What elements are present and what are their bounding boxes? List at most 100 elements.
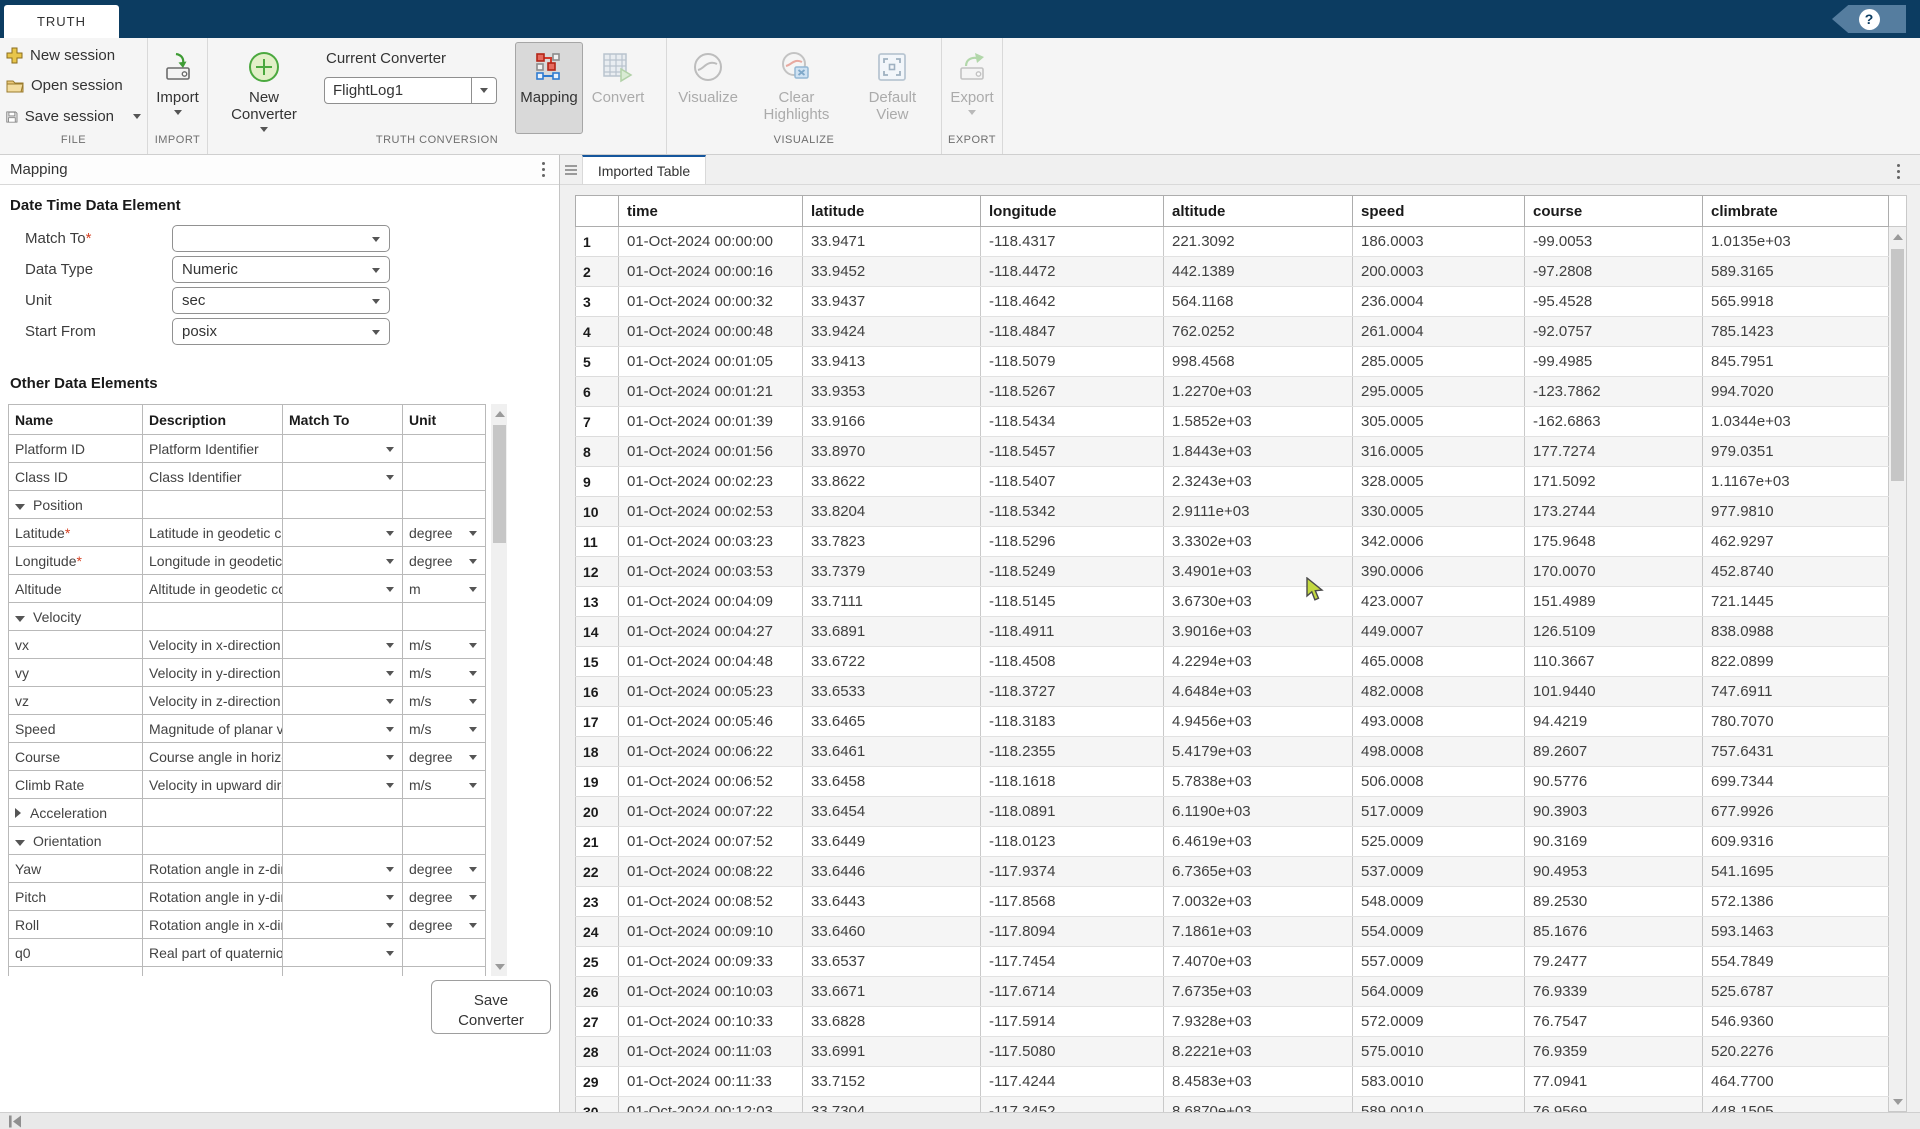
cell-altitude[interactable]: 6.7365e+03 xyxy=(1164,857,1353,887)
cell-time[interactable]: 01-Oct-2024 00:09:33 xyxy=(619,947,803,977)
cell-longitude[interactable]: -118.4642 xyxy=(981,287,1164,317)
unit-select[interactable]: sec xyxy=(172,287,390,314)
cell-altitude[interactable]: 442.1389 xyxy=(1164,257,1353,287)
expand-group-icon[interactable] xyxy=(15,808,21,818)
cell-latitude[interactable]: 33.6465 xyxy=(803,707,981,737)
cell-altitude[interactable]: 7.6735e+03 xyxy=(1164,977,1353,1007)
cell-speed[interactable]: 493.0008 xyxy=(1353,707,1525,737)
cell-latitude[interactable]: 33.9413 xyxy=(803,347,981,377)
cell-longitude[interactable]: -118.1618 xyxy=(981,767,1164,797)
cell-longitude[interactable]: -117.3452 xyxy=(981,1097,1164,1113)
match-to-cell-combo[interactable] xyxy=(283,743,403,771)
cell-latitude[interactable]: 33.6722 xyxy=(803,647,981,677)
tabbar-handle-icon[interactable] xyxy=(560,155,582,184)
cell-latitude[interactable]: 33.6671 xyxy=(803,977,981,1007)
cell-time[interactable]: 01-Oct-2024 00:01:05 xyxy=(619,347,803,377)
cell-latitude[interactable]: 33.6537 xyxy=(803,947,981,977)
cell-speed[interactable]: 575.0010 xyxy=(1353,1037,1525,1067)
cell-speed[interactable]: 554.0009 xyxy=(1353,917,1525,947)
cell-speed[interactable]: 465.0008 xyxy=(1353,647,1525,677)
export-dropdown-icon[interactable] xyxy=(968,110,976,115)
cell-time[interactable]: 01-Oct-2024 00:05:23 xyxy=(619,677,803,707)
cell-time[interactable]: 01-Oct-2024 00:10:03 xyxy=(619,977,803,1007)
cell-altitude[interactable]: 5.4179e+03 xyxy=(1164,737,1353,767)
clear-highlights-button[interactable]: Clear Highlights xyxy=(747,42,846,134)
collapse-group-icon[interactable] xyxy=(15,616,25,622)
cell-latitude[interactable]: 33.6458 xyxy=(803,767,981,797)
cell-course[interactable]: 170.0070 xyxy=(1525,557,1703,587)
cell-speed[interactable]: 449.0007 xyxy=(1353,617,1525,647)
cell-altitude[interactable]: 8.4583e+03 xyxy=(1164,1067,1353,1097)
cell-speed[interactable]: 498.0008 xyxy=(1353,737,1525,767)
cell-speed[interactable]: 186.0003 xyxy=(1353,227,1525,257)
import-dropdown-icon[interactable] xyxy=(174,110,182,115)
new-converter-button[interactable]: New Converter xyxy=(214,42,314,134)
scroll-up-icon[interactable] xyxy=(491,404,507,423)
cell-climbrate[interactable]: 1.1167e+03 xyxy=(1703,467,1889,497)
cell-climbrate[interactable]: 845.7951 xyxy=(1703,347,1889,377)
cell-speed[interactable]: 572.0009 xyxy=(1353,1007,1525,1037)
cell-course[interactable]: 77.0941 xyxy=(1525,1067,1703,1097)
cell-course[interactable]: 175.9648 xyxy=(1525,527,1703,557)
cell-latitude[interactable]: 33.9437 xyxy=(803,287,981,317)
cell-latitude[interactable]: 33.6446 xyxy=(803,857,981,887)
cell-course[interactable]: 94.4219 xyxy=(1525,707,1703,737)
cell-course[interactable]: 76.9569 xyxy=(1525,1097,1703,1113)
cell-climbrate[interactable]: 721.1445 xyxy=(1703,587,1889,617)
cell-altitude[interactable]: 5.7838e+03 xyxy=(1164,767,1353,797)
cell-course[interactable]: 90.3903 xyxy=(1525,797,1703,827)
cell-time[interactable]: 01-Oct-2024 00:02:23 xyxy=(619,467,803,497)
cell-latitude[interactable]: 33.6443 xyxy=(803,887,981,917)
cell-altitude[interactable]: 6.1190e+03 xyxy=(1164,797,1353,827)
cell-speed[interactable]: 537.0009 xyxy=(1353,857,1525,887)
cell-time[interactable]: 01-Oct-2024 00:10:33 xyxy=(619,1007,803,1037)
collapse-panel-icon[interactable] xyxy=(8,1115,22,1128)
match-to-cell-combo[interactable] xyxy=(283,659,403,687)
cell-course[interactable]: 76.9339 xyxy=(1525,977,1703,1007)
cell-latitude[interactable]: 33.9166 xyxy=(803,407,981,437)
cell-longitude[interactable]: -118.4472 xyxy=(981,257,1164,287)
cell-course[interactable]: 90.5776 xyxy=(1525,767,1703,797)
cell-longitude[interactable]: -117.9374 xyxy=(981,857,1164,887)
column-header-longitude[interactable]: longitude xyxy=(981,196,1164,227)
cell-longitude[interactable]: -118.3183 xyxy=(981,707,1164,737)
cell-course[interactable]: 177.7274 xyxy=(1525,437,1703,467)
scroll-down-icon[interactable] xyxy=(491,957,507,976)
cell-latitude[interactable]: 33.6828 xyxy=(803,1007,981,1037)
new-session-button[interactable]: New session xyxy=(0,44,147,67)
cell-latitude[interactable]: 33.6461 xyxy=(803,737,981,767)
save-session-button[interactable]: Save session xyxy=(0,105,147,128)
cell-course[interactable]: 90.3169 xyxy=(1525,827,1703,857)
column-header-speed[interactable]: speed xyxy=(1353,196,1525,227)
mapping-table-scrollbar[interactable] xyxy=(491,404,507,976)
cell-speed[interactable]: 583.0010 xyxy=(1353,1067,1525,1097)
cell-longitude[interactable]: -118.4508 xyxy=(981,647,1164,677)
cell-longitude[interactable]: -118.4911 xyxy=(981,617,1164,647)
cell-climbrate[interactable]: 464.7700 xyxy=(1703,1067,1889,1097)
cell-longitude[interactable]: -118.5267 xyxy=(981,377,1164,407)
cell-climbrate[interactable]: 699.7344 xyxy=(1703,767,1889,797)
cell-speed[interactable]: 305.0005 xyxy=(1353,407,1525,437)
cell-climbrate[interactable]: 448.1505 xyxy=(1703,1097,1889,1113)
cell-climbrate[interactable]: 1.0344e+03 xyxy=(1703,407,1889,437)
cell-longitude[interactable]: -118.5407 xyxy=(981,467,1164,497)
cell-time[interactable]: 01-Oct-2024 00:01:21 xyxy=(619,377,803,407)
cell-time[interactable]: 01-Oct-2024 00:08:52 xyxy=(619,887,803,917)
cell-time[interactable]: 01-Oct-2024 00:04:27 xyxy=(619,617,803,647)
cell-longitude[interactable]: -118.3727 xyxy=(981,677,1164,707)
mapping-scrollbar-thumb[interactable] xyxy=(493,425,506,543)
cell-climbrate[interactable]: 609.9316 xyxy=(1703,827,1889,857)
cell-climbrate[interactable]: 780.7070 xyxy=(1703,707,1889,737)
document-menu-icon[interactable] xyxy=(1893,160,1904,183)
cell-climbrate[interactable]: 462.9297 xyxy=(1703,527,1889,557)
cell-time[interactable]: 01-Oct-2024 00:04:48 xyxy=(619,647,803,677)
cell-time[interactable]: 01-Oct-2024 00:11:03 xyxy=(619,1037,803,1067)
cell-altitude[interactable]: 6.4619e+03 xyxy=(1164,827,1353,857)
visualize-button[interactable]: Visualize xyxy=(673,42,743,134)
cell-longitude[interactable]: -118.4847 xyxy=(981,317,1164,347)
column-header-climbrate[interactable]: climbrate xyxy=(1703,196,1889,227)
cell-climbrate[interactable]: 757.6431 xyxy=(1703,737,1889,767)
cell-latitude[interactable]: 33.7111 xyxy=(803,587,981,617)
cell-longitude[interactable]: -118.0891 xyxy=(981,797,1164,827)
cell-climbrate[interactable]: 1.0135e+03 xyxy=(1703,227,1889,257)
